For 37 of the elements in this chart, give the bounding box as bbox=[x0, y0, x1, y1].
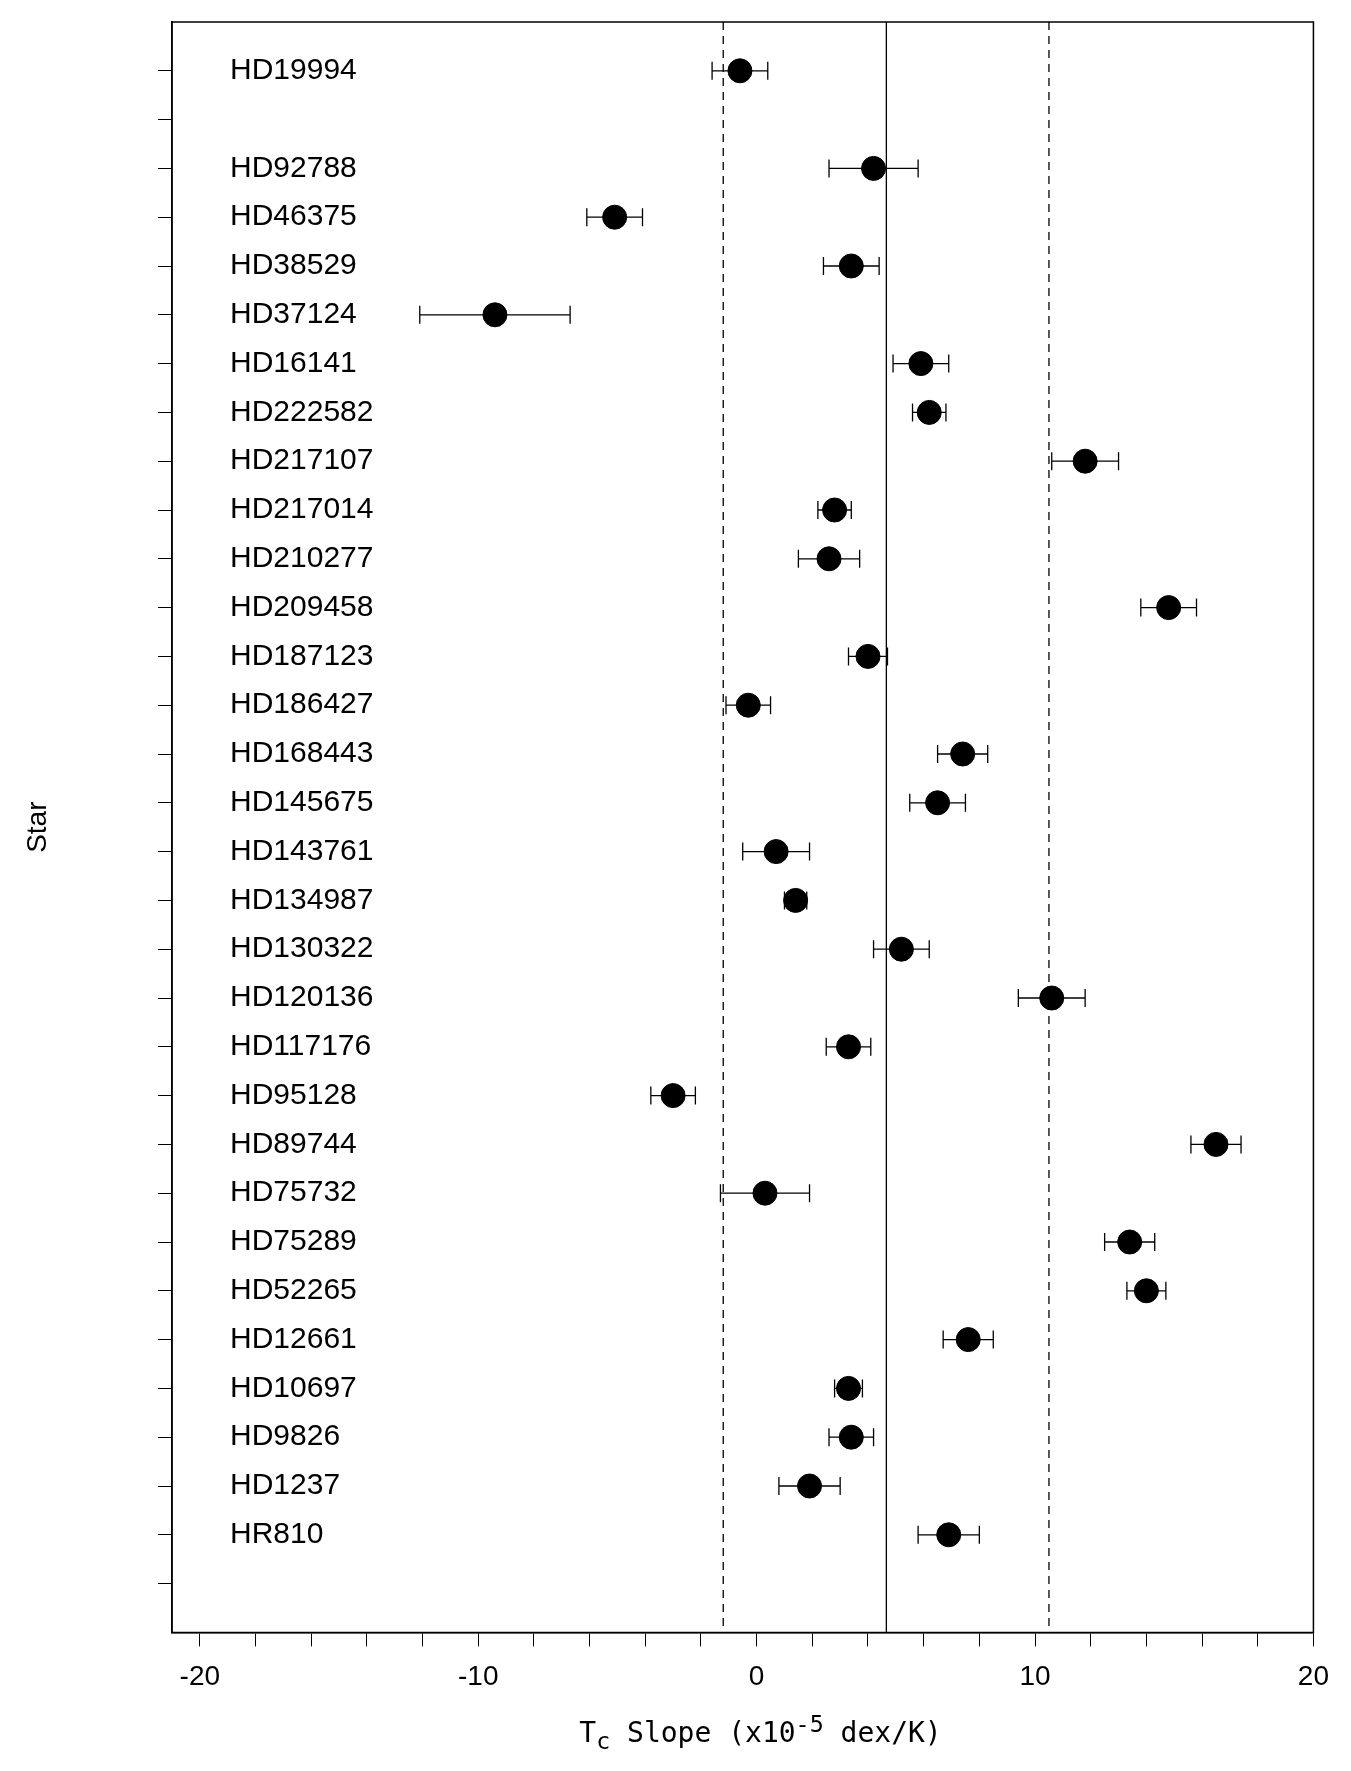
y-tick-label: HD217014 bbox=[230, 491, 374, 525]
x-axis-title: T$_{c}$ Slope (x10$^{-5}$ dex/K) bbox=[578, 1710, 943, 1755]
y-tick-label: HD37124 bbox=[230, 296, 357, 330]
x-tick-label: 10 bbox=[1019, 1659, 1051, 1691]
y-tick-label: HD186427 bbox=[230, 686, 374, 720]
y-tick-label: HD134987 bbox=[230, 881, 374, 915]
y-tick-label: HD217107 bbox=[230, 442, 374, 476]
y-tick-label: HD75289 bbox=[230, 1223, 357, 1257]
y-tick-label: HD75732 bbox=[230, 1174, 357, 1208]
y-tick-label: HD209458 bbox=[230, 588, 374, 622]
y-tick-label: HD10697 bbox=[230, 1369, 357, 1403]
y-tick-label: HD222582 bbox=[230, 393, 374, 427]
y-tick-label: HD12661 bbox=[230, 1320, 357, 1354]
x-tick-label: 20 bbox=[1297, 1659, 1330, 1691]
y-tick-label: HD143761 bbox=[230, 832, 374, 866]
y-tick-label: HD89744 bbox=[230, 1125, 357, 1159]
y-tick-label: HD117176 bbox=[230, 1028, 372, 1062]
y-tick-label: HD9826 bbox=[230, 1418, 341, 1452]
y-tick-label: HD92788 bbox=[230, 149, 357, 183]
y-tick-label: HD210277 bbox=[230, 540, 374, 574]
y-tick-label: HD46375 bbox=[230, 198, 357, 232]
y-tick-label: HD16141 bbox=[230, 344, 357, 378]
y-tick-label: HD120136 bbox=[230, 979, 374, 1013]
y-tick-label: HD1237 bbox=[230, 1467, 341, 1501]
y-tick-label: HD187123 bbox=[230, 637, 374, 671]
y-tick-label: HD38529 bbox=[230, 247, 357, 281]
y-tick-label: HR810 bbox=[230, 1516, 324, 1550]
y-tick-label: HD52265 bbox=[230, 1272, 357, 1306]
y-axis-title: Star bbox=[20, 801, 52, 853]
x-tick-label: 0 bbox=[748, 1659, 765, 1691]
x-tick-label: -20 bbox=[179, 1659, 221, 1691]
y-tick-label: HD130322 bbox=[230, 930, 374, 964]
y-tick-label: HD168443 bbox=[230, 735, 374, 769]
y-tick-label: HD95128 bbox=[230, 1076, 357, 1110]
y-tick-label: HD19994 bbox=[230, 52, 357, 86]
y-tick-label: HD145675 bbox=[230, 784, 374, 818]
x-tick-label: -10 bbox=[458, 1659, 499, 1691]
